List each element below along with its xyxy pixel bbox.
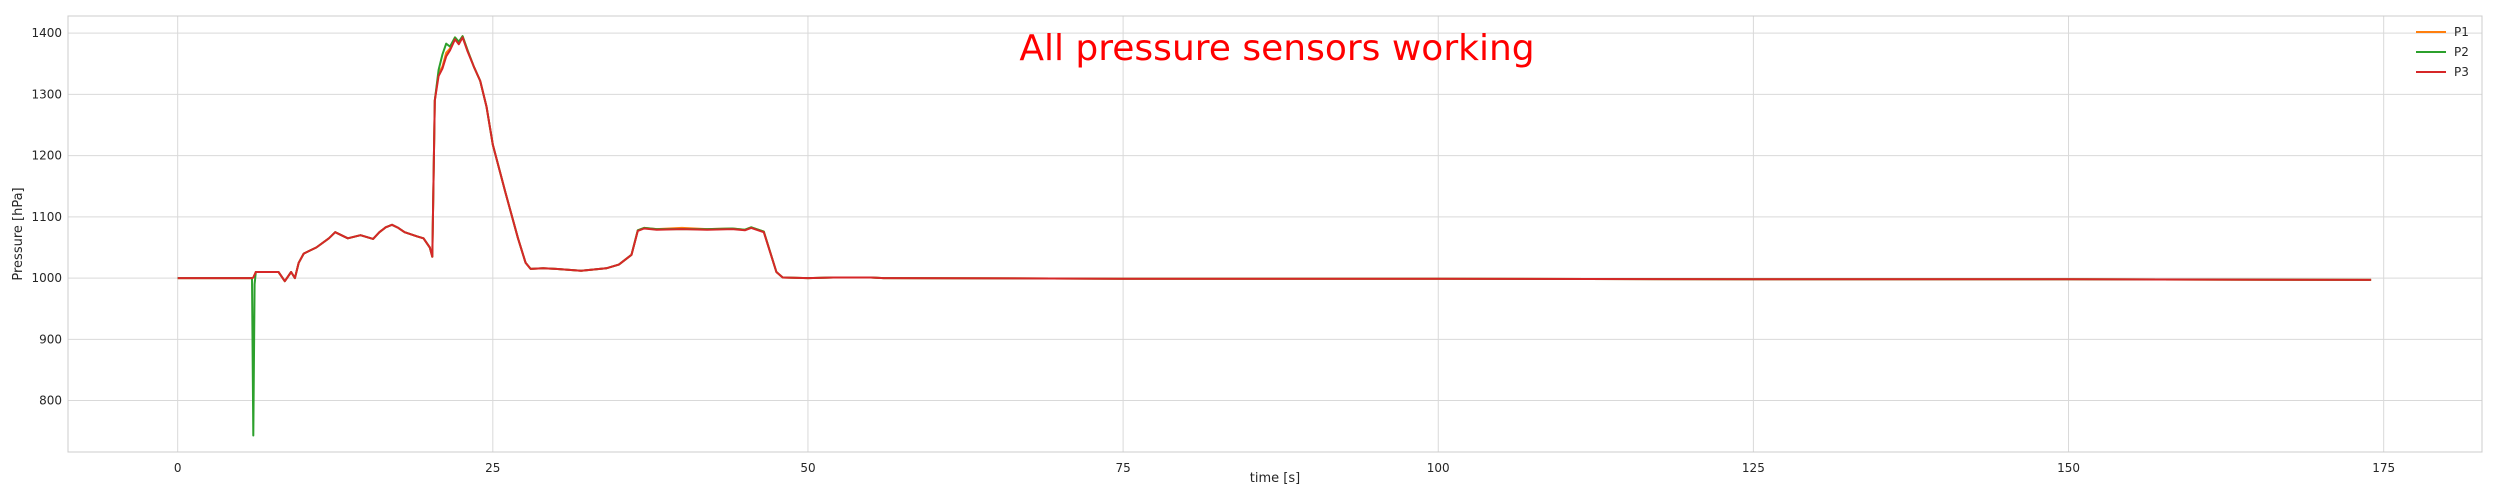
series-line-p1 <box>177 35 2372 283</box>
legend-label: P3 <box>2454 65 2469 79</box>
x-tick-label: 100 <box>1427 461 1450 475</box>
x-tick-label: 0 <box>174 461 182 475</box>
series-layer <box>177 35 2372 437</box>
legend-label: P2 <box>2454 45 2469 59</box>
plot-frame <box>67 15 2483 453</box>
x-axis-label: time [s] <box>1250 471 1300 486</box>
chart-annotation: All pressure sensors working <box>1019 28 1534 69</box>
x-tick-label: 125 <box>1742 461 1765 475</box>
y-tick-label: 900 <box>39 332 62 346</box>
legend: P1 P2 P3 <box>2416 25 2469 79</box>
y-tick-label: 800 <box>39 394 62 408</box>
legend-label: P1 <box>2454 25 2469 39</box>
y-axis-label: Pressure [hPa] <box>11 187 26 280</box>
y-tick-label: 1000 <box>31 271 62 285</box>
tick-labels: 0 25 50 75 100 125 150 175 800 900 1000 1100 1200 130… <box>31 26 2395 475</box>
y-tick-label: 1200 <box>31 149 62 163</box>
x-tick-label: 150 <box>2057 461 2080 475</box>
x-tick-label: 75 <box>1115 461 1130 475</box>
series-line-p3 <box>177 36 2372 283</box>
x-tick-label: 175 <box>2372 461 2395 475</box>
grid <box>68 16 2482 452</box>
y-tick-label: 1300 <box>31 87 62 101</box>
series-line-p2 <box>177 35 2372 437</box>
y-tick-label: 1400 <box>31 26 62 40</box>
y-tick-label: 1100 <box>31 210 62 224</box>
x-tick-label: 25 <box>485 461 500 475</box>
x-tick-label: 50 <box>800 461 815 475</box>
